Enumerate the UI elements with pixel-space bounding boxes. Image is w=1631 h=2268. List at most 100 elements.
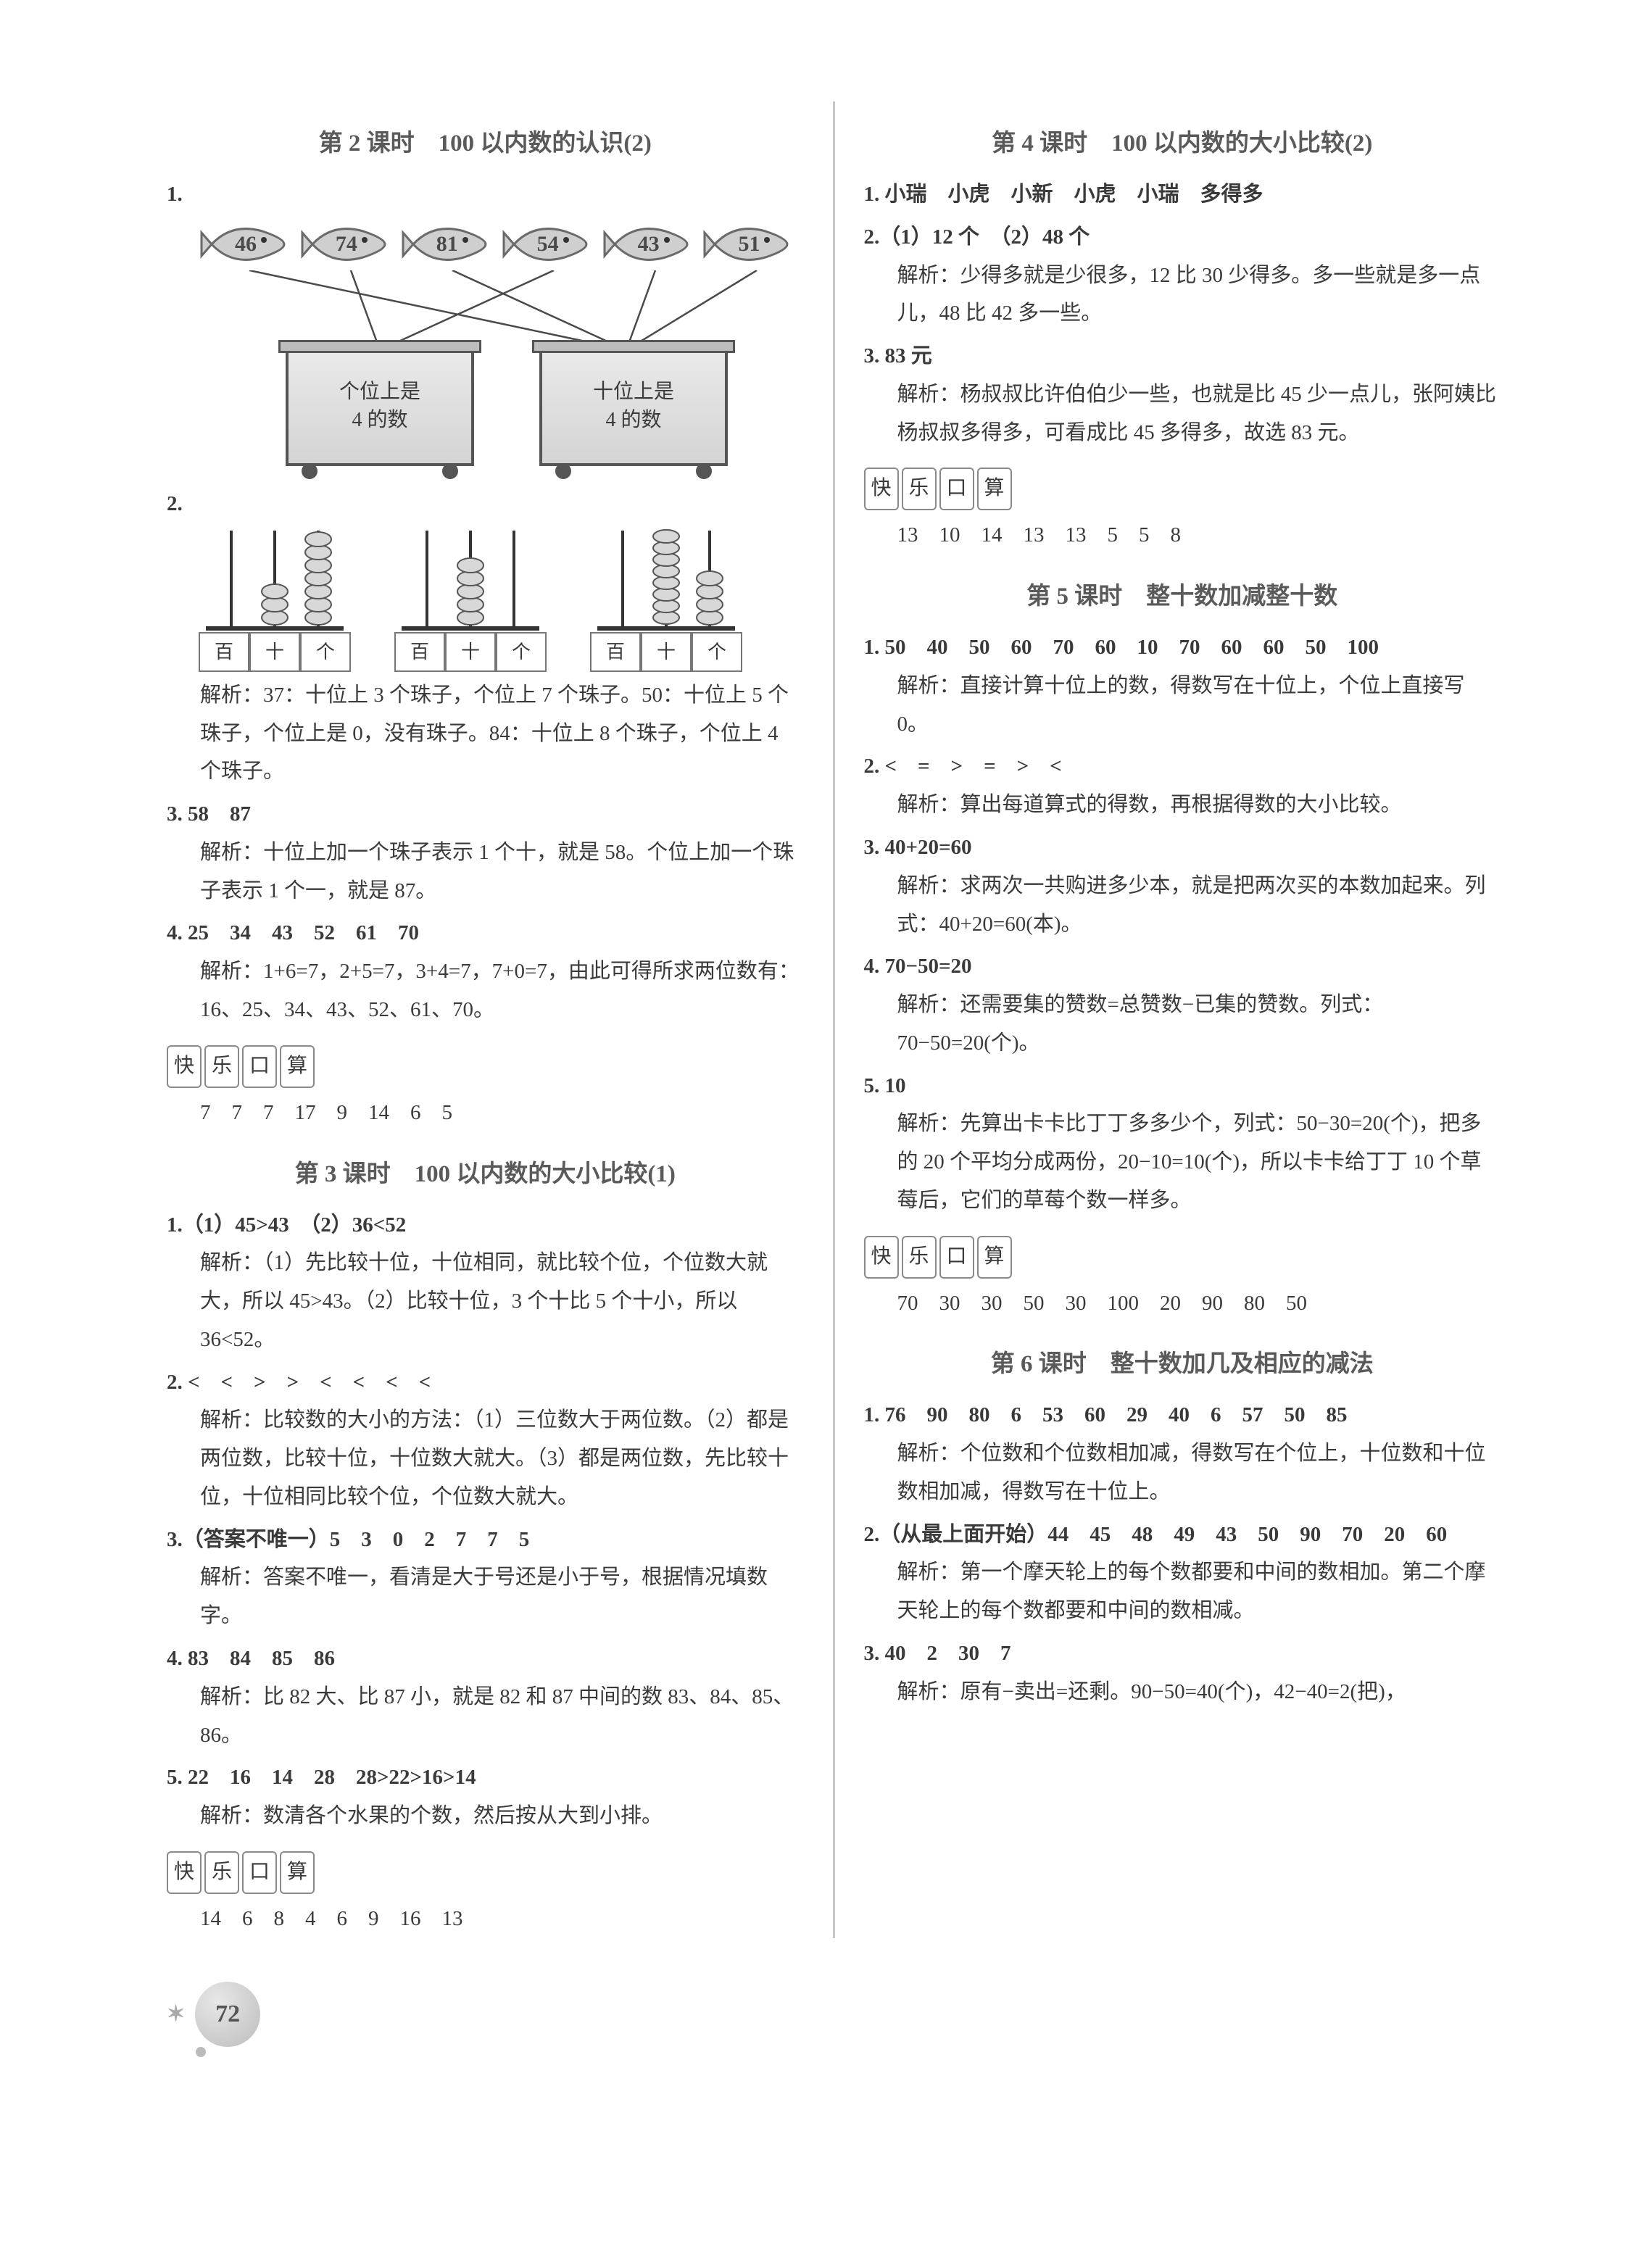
jiexi: 解析：数清各个水果的个数，然后按从大到小排。	[167, 1797, 804, 1835]
star-icon: ✶	[167, 2001, 185, 2027]
answer-line: 5. 22 16 14 28 28>22>16>14	[167, 1766, 476, 1789]
abacus-col: 个	[496, 632, 547, 672]
answer-line: 1. 50 40 50 60 70 60 10 70 60 60 50 100	[864, 636, 1379, 659]
l5-q1: 1. 50 40 50 60 70 60 10 70 60 60 50 100 …	[864, 628, 1501, 743]
l6-q2: 2.（从最上面开始）44 45 48 49 43 50 90 70 20 60 …	[864, 1516, 1501, 1630]
tank-text: 4 的数	[542, 406, 725, 434]
happy-calc: 70 30 30 50 30 100 20 90 80 50	[864, 1284, 1501, 1323]
page: 第 2 课时 100 以内数的认识(2) 1. 46 74 81	[167, 101, 1501, 1938]
tank-text: 4 的数	[289, 406, 471, 434]
tank-right: 十位上是 4 的数	[539, 350, 728, 466]
l2-q4: 4. 25 34 43 52 61 70 解析：1+6=7，2+5=7，3+4=…	[167, 914, 804, 1029]
fish-label: 43	[602, 218, 689, 270]
abacus-row: 百 十 个	[167, 523, 804, 672]
answer-line: 3. 40+20=60	[864, 836, 972, 859]
l5-q4: 4. 70−50=20 解析：还需要集的赞数=总赞数−已集的赞数。列式：70−5…	[864, 947, 1501, 1062]
answer-line: 1. 76 90 80 6 53 60 29 40 6 57 50 85	[864, 1403, 1348, 1426]
q-number: 2.	[167, 492, 183, 515]
tank-text: 个位上是	[289, 378, 471, 406]
l2-q1: 1. 46 74 81 54	[167, 175, 804, 481]
abacus-col: 个	[692, 632, 742, 672]
jiexi: 解析：个位数和个位数相加减，得数写在个位上，十位数和十位数相加减，得数写在十位上…	[864, 1434, 1501, 1511]
jiexi: 解析：求两次一共购进多少本，就是把两次买的本数加起来。列式：40+20=60(本…	[864, 867, 1501, 944]
l4-q2: 2.（1）12 个 （2）48 个 解析：少得多就是少很多，12 比 30 少得…	[864, 218, 1501, 333]
abacus-labels: 百 十 个	[394, 632, 547, 672]
answer-line: 2.（1）12 个 （2）48 个	[864, 225, 1090, 249]
tank-left: 个位上是 4 的数	[286, 350, 474, 466]
answer-line: 4. 70−50=20	[864, 955, 972, 978]
right-column: 第 4 课时 100 以内数的大小比较(2) 1. 小瑞 小虎 小新 小虎 小瑞…	[864, 101, 1501, 1938]
page-number-badge: ✶ 72	[167, 1982, 1501, 2047]
answer-line: 2.（从最上面开始）44 45 48 49 43 50 90 70 20 60	[864, 1523, 1448, 1546]
lesson4-title: 第 4 课时 100 以内数的大小比较(2)	[864, 122, 1501, 165]
l4-q3: 3. 83 元 解析：杨叔叔比许伯伯少一些，也就是比 45 少一点儿，张阿姨比杨…	[864, 337, 1501, 452]
tanks-area: 个位上是 4 的数 十位上是 4 的数	[199, 270, 804, 481]
abacus-col: 十	[641, 632, 692, 672]
lesson2-title: 第 2 课时 100 以内数的认识(2)	[167, 122, 804, 165]
answer-line: 3. 83 元	[864, 344, 932, 367]
happy-calc-title: 快乐口算	[167, 1851, 318, 1894]
jiexi: 解析：算出每道算式的得数，再根据得数的大小比较。	[864, 786, 1501, 824]
abacus-labels: 百 十 个	[590, 632, 742, 672]
happy-calc: 13 10 14 13 13 5 5 8	[864, 516, 1501, 554]
abacus-col: 百	[590, 632, 641, 672]
answer-line: 4. 83 84 85 86	[167, 1647, 335, 1670]
l5-q2: 2. < = > = > < 解析：算出每道算式的得数，再根据得数的大小比较。	[864, 747, 1501, 824]
dot-icon	[196, 2047, 206, 2057]
answer-line: 1. 小瑞 小虎 小新 小虎 小瑞 多得多	[864, 183, 1263, 206]
page-circle-icon: 72	[195, 1982, 260, 2047]
fish-icon: 46	[199, 218, 286, 270]
lesson5-title: 第 5 课时 整十数加减整十数	[864, 575, 1501, 618]
abacus-labels: 百 十 个	[199, 632, 351, 672]
l3-q5: 5. 22 16 14 28 28>22>16>14 解析：数清各个水果的个数，…	[167, 1758, 804, 1835]
fish-icon: 43	[602, 218, 689, 270]
tank-lid-icon	[278, 340, 481, 353]
left-column: 第 2 课时 100 以内数的认识(2) 1. 46 74 81	[167, 101, 804, 1938]
l5-q3: 3. 40+20=60 解析：求两次一共购进多少本，就是把两次买的本数加起来。列…	[864, 828, 1501, 943]
answer-line: 4. 25 34 43 52 61 70	[167, 921, 419, 944]
jiexi: 解析：（1）先比较十位，十位相同，就比较个位，个位数大就大，所以 45>43。（…	[167, 1244, 804, 1358]
l5-q5: 5. 10 解析：先算出卡卡比丁丁多多少个，列式：50−30=20(个)，把多的…	[864, 1067, 1501, 1220]
jiexi: 解析：十位上加一个珠子表示 1 个十，就是 58。个位上加一个珠子表示 1 个一…	[167, 834, 804, 910]
page-number: 72	[215, 2001, 240, 2028]
answer-line: 2. < = > = > <	[864, 755, 1062, 778]
abacus-84: 百 十 个	[590, 523, 742, 672]
jiexi: 解析：第一个摩天轮上的每个数都要和中间的数相加。第二个摩天轮上的每个数都要和中间…	[864, 1553, 1501, 1630]
answer-line: 2. < < > > < < < <	[167, 1371, 431, 1394]
abacus-37: 百 十 个	[199, 523, 351, 672]
happy-calc: 7 7 7 17 9 14 6 5	[167, 1094, 804, 1132]
lesson3-title: 第 3 课时 100 以内数的大小比较(1)	[167, 1152, 804, 1196]
jiexi: 解析：原有−卖出=还剩。90−50=40(个)，42−40=2(把)，	[864, 1673, 1501, 1711]
l6-q1: 1. 76 90 80 6 53 60 29 40 6 57 50 85 解析：…	[864, 1396, 1501, 1511]
fish-icon: 51	[702, 218, 789, 270]
abacus-col: 十	[249, 632, 300, 672]
abacus-col: 百	[394, 632, 445, 672]
jiexi: 解析：先算出卡卡比丁丁多多少个，列式：50−30=20(个)，把多的 20 个平…	[864, 1105, 1501, 1219]
tank-lid-icon	[532, 340, 735, 353]
happy-calc-title: 快乐口算	[864, 468, 1015, 510]
fish-icon: 74	[299, 218, 386, 270]
l3-q4: 4. 83 84 85 86 解析：比 82 大、比 87 小，就是 82 和 …	[167, 1640, 804, 1754]
l3-q3: 3.（答案不唯一）5 3 0 2 7 7 5 解析：答案不唯一，看清是大于号还是…	[167, 1521, 804, 1635]
answer-line: 5. 10	[864, 1074, 906, 1097]
answer-line: 1.（1）45>43 （2）36<52	[167, 1213, 406, 1237]
tank-text: 十位上是	[542, 378, 725, 406]
l6-q3: 3. 40 2 30 7 解析：原有−卖出=还剩。90−50=40(个)，42−…	[864, 1634, 1501, 1711]
fish-icon: 54	[501, 218, 588, 270]
fish-icon: 81	[400, 218, 487, 270]
abacus-col: 个	[300, 632, 351, 672]
jiexi: 解析：还需要集的赞数=总赞数−已集的赞数。列式：70−50=20(个)。	[864, 986, 1501, 1063]
column-divider	[833, 101, 835, 1938]
jiexi: 解析：比 82 大、比 87 小，就是 82 和 87 中间的数 83、84、8…	[167, 1678, 804, 1755]
jiexi: 解析：答案不唯一，看清是大于号还是小于号，根据情况填数字。	[167, 1558, 804, 1635]
fish-row: 46 74 81 54 43	[167, 214, 804, 270]
l3-q1: 1.（1）45>43 （2）36<52 解析：（1）先比较十位，十位相同，就比较…	[167, 1206, 804, 1359]
happy-calc: 14 6 8 4 6 9 16 13	[167, 1900, 804, 1938]
happy-calc-title: 快乐口算	[864, 1236, 1015, 1279]
jiexi: 解析：比较数的大小的方法：（1）三位数大于两位数。（2）都是两位数，比较十位，十…	[167, 1401, 804, 1516]
fish-label: 46	[199, 218, 286, 270]
fish-label: 81	[400, 218, 487, 270]
abacus-50: 百 十 个	[394, 523, 547, 672]
l3-q2: 2. < < > > < < < < 解析：比较数的大小的方法：（1）三位数大于…	[167, 1363, 804, 1516]
l4-q1: 1. 小瑞 小虎 小新 小虎 小瑞 多得多	[864, 175, 1501, 214]
